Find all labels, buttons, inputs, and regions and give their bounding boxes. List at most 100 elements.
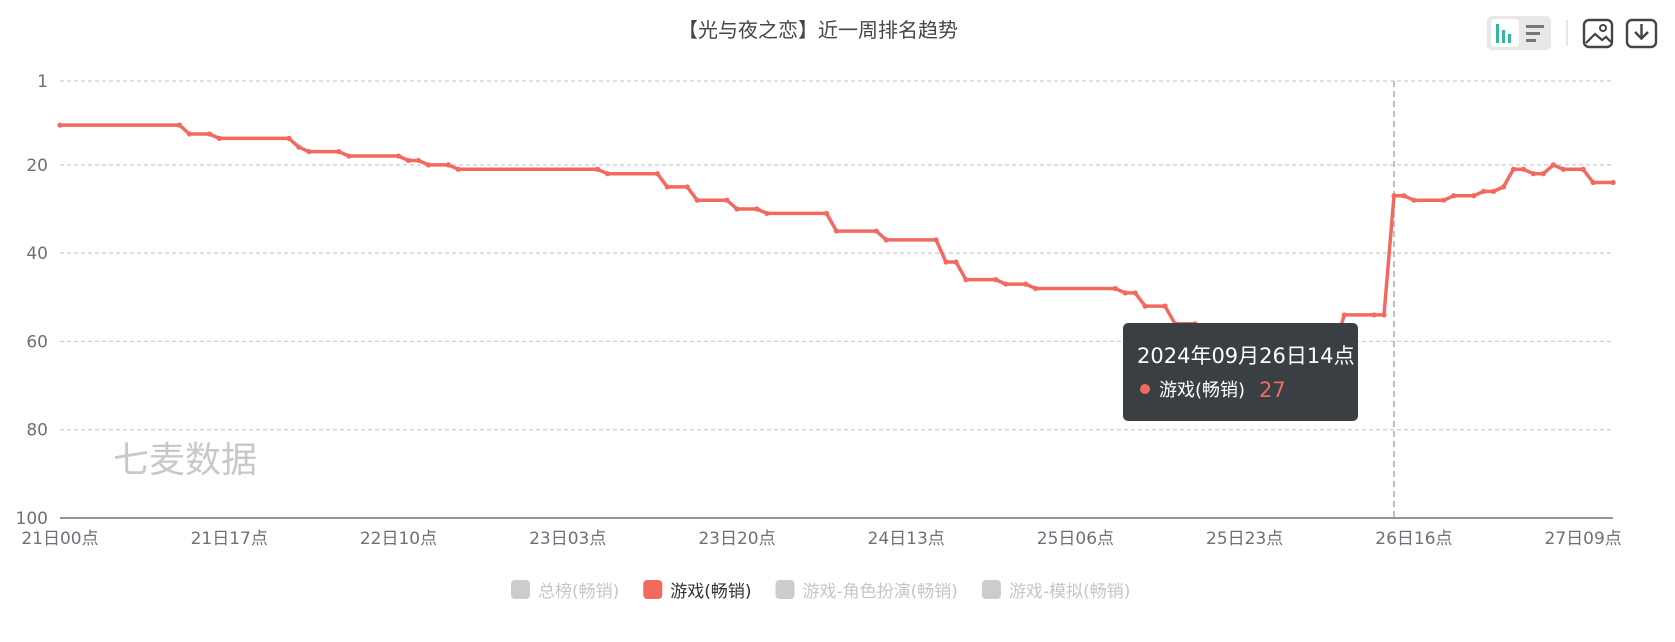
data-point	[823, 210, 830, 217]
data-point	[734, 206, 740, 212]
data-point	[1471, 193, 1477, 199]
x-tick-label: 24日13点	[868, 529, 945, 549]
tooltip-series-marker	[1140, 384, 1150, 394]
data-point	[833, 228, 840, 234]
x-axis: 21日00点 21日17点 22日10点 23日03点 23日20点 24日13点 25日0…	[21, 517, 1622, 549]
legend-label: 游戏(畅销)	[670, 582, 751, 602]
data-point	[873, 228, 879, 234]
data-point	[1033, 285, 1039, 292]
tooltip-value: 27	[1259, 378, 1286, 402]
data-point	[1510, 166, 1517, 172]
data-point	[1142, 303, 1148, 309]
data-point	[1132, 290, 1138, 296]
data-point	[176, 122, 183, 128]
data-point	[1490, 188, 1497, 194]
legend-item[interactable]: 游戏(畅销)	[643, 580, 752, 602]
data-point	[654, 171, 660, 177]
data-point	[1441, 197, 1447, 203]
data-point	[1590, 179, 1596, 186]
x-tick-label: 23日20点	[698, 529, 775, 549]
data-point	[1162, 303, 1168, 309]
y-axis: 1 20 40 60 80 100	[16, 72, 48, 529]
x-tick-label: 26日16点	[1375, 529, 1452, 549]
x-tick-label: 25日23点	[1206, 529, 1283, 549]
legend-item[interactable]: 总榜(畅销)	[511, 580, 619, 602]
data-point	[1122, 290, 1128, 296]
data-point	[336, 149, 342, 155]
series-game-grossing	[57, 122, 1616, 353]
data-point	[953, 259, 959, 265]
x-tick-label: 21日00点	[21, 529, 98, 549]
legend-item[interactable]: 游戏-角色扮演(畅销)	[775, 580, 958, 602]
tooltip: 2024年09月26日14点 游戏(畅销) 27	[1123, 323, 1358, 421]
data-point	[694, 197, 700, 203]
data-point	[764, 210, 770, 217]
y-tick-label: 1	[37, 72, 48, 92]
chart-title: 【光与夜之恋】近一周排名趋势	[678, 18, 958, 42]
data-point	[425, 162, 431, 168]
y-tick-label: 20	[26, 156, 48, 176]
data-point	[455, 166, 461, 172]
x-tick-label: 23日03点	[529, 529, 606, 549]
data-point	[1023, 281, 1029, 287]
bar-chart-icon[interactable]	[1496, 24, 1511, 43]
data-point	[1550, 162, 1556, 168]
legend-swatch	[643, 580, 663, 599]
data-point	[724, 197, 730, 203]
legend-swatch	[511, 580, 530, 599]
data-point	[415, 157, 421, 164]
tooltip-series-name: 游戏(畅销)	[1159, 380, 1245, 401]
image-icon[interactable]	[1582, 18, 1614, 49]
data-point	[754, 206, 760, 212]
data-point	[206, 131, 212, 137]
legend: 总榜(畅销) 游戏(畅销) 游戏-角色扮演(畅销) 游戏-模拟(畅销)	[511, 580, 1130, 602]
tooltip-title: 2024年09月26日14点	[1137, 344, 1355, 368]
data-point	[405, 157, 412, 164]
data-point	[1500, 184, 1507, 190]
data-point	[57, 122, 63, 128]
legend-item[interactable]: 游戏-模拟(畅销)	[981, 580, 1130, 602]
legend-swatch	[775, 580, 795, 599]
data-point	[1381, 312, 1387, 318]
data-point	[186, 131, 193, 137]
data-point	[664, 184, 670, 190]
data-point	[883, 237, 889, 243]
y-tick-label: 40	[26, 244, 48, 264]
data-point	[1003, 281, 1009, 287]
grid-lines	[60, 80, 1613, 431]
legend-label: 游戏-模拟(畅销)	[1009, 582, 1130, 602]
data-point	[933, 237, 939, 243]
data-point	[1411, 197, 1417, 203]
y-tick-label: 80	[26, 421, 48, 441]
chart-type-toggle[interactable]	[1487, 16, 1551, 50]
x-tick-label: 22日10点	[360, 529, 437, 549]
data-point	[684, 184, 690, 190]
list-icon[interactable]	[1526, 25, 1544, 42]
legend-swatch	[981, 580, 1001, 599]
data-point	[1540, 171, 1546, 177]
data-point	[216, 135, 222, 141]
data-point	[1610, 179, 1616, 186]
x-tick-label: 21日17点	[191, 529, 268, 549]
data-point	[993, 277, 999, 283]
data-point	[1520, 166, 1527, 172]
data-point	[1560, 166, 1566, 172]
data-point	[445, 162, 451, 168]
data-point	[1371, 312, 1377, 318]
data-point	[1480, 188, 1487, 194]
y-tick-label: 60	[26, 332, 48, 352]
data-point	[594, 166, 601, 172]
data-point	[346, 153, 352, 159]
data-point	[1580, 166, 1586, 172]
legend-label: 游戏-角色扮演(畅销)	[803, 582, 958, 602]
data-point	[1391, 193, 1397, 199]
tooltip-background	[1123, 323, 1358, 421]
data-point	[395, 153, 402, 159]
download-icon[interactable]	[1625, 18, 1658, 49]
series-line	[60, 123, 1613, 353]
data-point	[963, 277, 969, 283]
x-tick-label: 27日09点	[1545, 529, 1622, 549]
data-point	[1401, 193, 1407, 199]
data-point	[1451, 193, 1457, 199]
data-point	[286, 135, 292, 141]
